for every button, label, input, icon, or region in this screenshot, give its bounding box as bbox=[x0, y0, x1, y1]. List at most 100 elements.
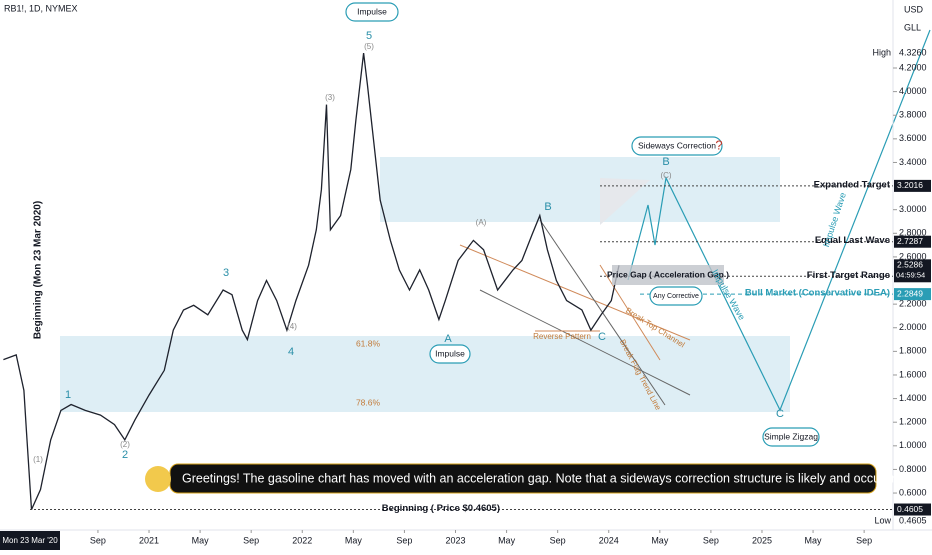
high-label: High bbox=[872, 48, 891, 58]
level-label: First Target Range bbox=[807, 270, 890, 281]
wave-label: 2 bbox=[122, 449, 128, 461]
level-label: Bull Market (Conservative IDEA) bbox=[745, 288, 890, 299]
annotation: 78.6% bbox=[356, 397, 381, 407]
level-label: Expanded Target bbox=[814, 179, 891, 190]
y-tick-label: 3.4000 bbox=[899, 157, 927, 167]
annotation: Impulse bbox=[357, 6, 387, 16]
level-badge bbox=[894, 179, 931, 192]
wave-label: 3 bbox=[223, 267, 229, 279]
y-tick-label: 0.6000 bbox=[899, 487, 927, 497]
wave-label: C bbox=[776, 408, 784, 420]
countdown: 04:59:54 bbox=[896, 270, 925, 279]
trend-line bbox=[599, 264, 661, 361]
y-tick-label: 3.8000 bbox=[899, 110, 927, 120]
annotation: 61.8% bbox=[356, 338, 381, 348]
wave-label: B bbox=[662, 156, 669, 168]
x-tick-label: May bbox=[345, 535, 363, 545]
level-value: 3.2016 bbox=[897, 180, 923, 190]
channel-line bbox=[459, 244, 691, 341]
x-tick-label: Sep bbox=[243, 535, 259, 545]
wave-label: (4) bbox=[287, 322, 297, 331]
annotation: Any Corrective bbox=[653, 293, 699, 300]
annotation: Price Gap ( Acceleration Gap ) bbox=[607, 269, 729, 279]
low-label: Low bbox=[874, 515, 891, 525]
x-tick-label: Sep bbox=[550, 535, 566, 545]
last-price: 2.5286 bbox=[897, 260, 923, 270]
channel-line bbox=[479, 289, 691, 396]
y-tick-label: 3.0000 bbox=[899, 204, 927, 214]
last-price-badge bbox=[894, 259, 931, 282]
low-value: 0.4605 bbox=[899, 515, 927, 525]
level-badge bbox=[894, 235, 931, 248]
y-tick-label: 2.8000 bbox=[899, 228, 927, 238]
wave-label: (1) bbox=[33, 455, 43, 464]
header: RB1!, 1D, NYMEX bbox=[4, 3, 78, 13]
annotation: Simple Zigzag bbox=[764, 431, 818, 441]
x-tick-label: Sep bbox=[856, 535, 872, 545]
y-tick-label: 4.0000 bbox=[899, 86, 927, 96]
wave-label: B bbox=[544, 201, 551, 213]
wave-label: (2) bbox=[120, 440, 130, 449]
x-tick-label: 2021 bbox=[139, 535, 159, 545]
y-tick-label: 2.2000 bbox=[899, 299, 927, 309]
annotation: Impulse bbox=[435, 348, 465, 358]
bubble bbox=[649, 286, 703, 306]
bubble bbox=[429, 344, 471, 364]
projection-path bbox=[627, 29, 931, 412]
gap-box bbox=[612, 265, 724, 285]
unit: GLL bbox=[904, 22, 921, 32]
annotation: Sideways Correction bbox=[638, 140, 716, 150]
level-label: Beginning ( Price $0.4605) bbox=[382, 503, 500, 514]
arrow-shape bbox=[600, 178, 650, 225]
x-tick-label: Sep bbox=[703, 535, 719, 545]
x-tick-label: May bbox=[805, 535, 823, 545]
wave-label: (C) bbox=[660, 171, 671, 180]
wave-label: (5) bbox=[364, 42, 374, 51]
message: Greetings! The gasoline chart has moved … bbox=[182, 471, 909, 485]
level-value: 2.7287 bbox=[897, 236, 923, 246]
y-tick-label: 3.6000 bbox=[899, 133, 927, 143]
bubble bbox=[762, 427, 820, 447]
start-date-badge bbox=[0, 531, 60, 550]
x-tick-label: Sep bbox=[396, 535, 412, 545]
x-tick-label: Sep bbox=[90, 535, 106, 545]
wave-label: A bbox=[444, 333, 452, 345]
bubble bbox=[631, 136, 723, 156]
x-tick-label: 2022 bbox=[292, 535, 312, 545]
emoji-icon bbox=[145, 466, 171, 492]
target-zone bbox=[380, 157, 780, 222]
y-tick-label: 1.0000 bbox=[899, 440, 927, 450]
wave-label: (3) bbox=[325, 93, 335, 102]
high-value: 4.3260 bbox=[899, 48, 927, 58]
level-badge bbox=[894, 503, 931, 516]
y-tick-label: 1.8000 bbox=[899, 346, 927, 356]
price-line bbox=[3, 53, 620, 510]
y-tick-label: 2.0000 bbox=[899, 322, 927, 332]
wave-label: 5 bbox=[366, 30, 372, 42]
y-tick-label: 1.2000 bbox=[899, 417, 927, 427]
level-badge bbox=[894, 288, 931, 301]
x-tick-label: May bbox=[498, 535, 516, 545]
start-date: Mon 23 Mar '20 bbox=[2, 536, 58, 545]
y-tick-label: 1.4000 bbox=[899, 393, 927, 403]
fib-zone bbox=[60, 336, 790, 412]
x-tick-label: May bbox=[192, 535, 210, 545]
annotation: ? bbox=[715, 137, 722, 152]
wave-label: (A) bbox=[476, 218, 487, 227]
y-tick-label: 0.8000 bbox=[899, 464, 927, 474]
level-label: Equal Last Wave bbox=[815, 235, 890, 246]
y-tick-label: 1.6000 bbox=[899, 369, 927, 379]
y-tick-label: 4.2000 bbox=[899, 62, 927, 72]
wave-label: C bbox=[598, 331, 606, 343]
side-label: Beginning (Mon 23 Mar 2020) bbox=[33, 201, 44, 339]
level-value: 2.2849 bbox=[897, 288, 923, 298]
x-tick-label: 2025 bbox=[752, 535, 772, 545]
x-tick-label: 2024 bbox=[599, 535, 619, 545]
bubble bbox=[345, 2, 399, 22]
wave-label: 4 bbox=[288, 346, 294, 358]
wave-label: 1 bbox=[65, 389, 71, 401]
y-tick-label: 2.6000 bbox=[899, 251, 927, 261]
x-tick-label: 2023 bbox=[445, 535, 465, 545]
